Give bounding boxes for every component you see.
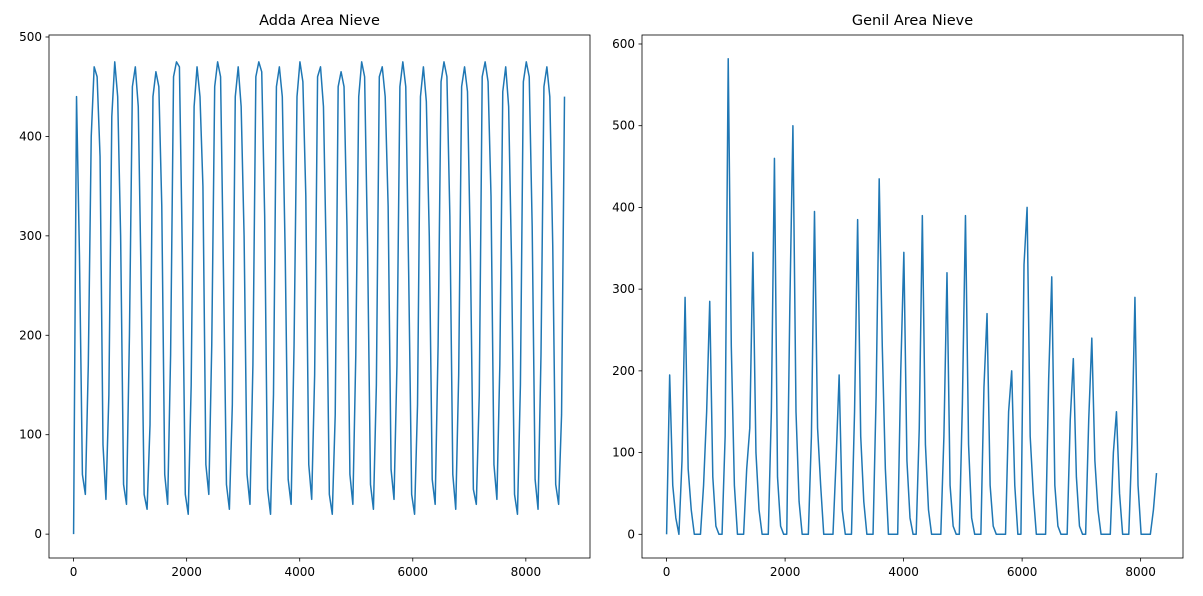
data-line (665, 57, 1158, 536)
y-tick-label: 300 (19, 229, 42, 243)
x-tick-label: 2000 (171, 565, 202, 579)
y-tick-label: 600 (612, 37, 635, 51)
x-tick-label: 6000 (1007, 565, 1038, 579)
y-tick-label: 400 (612, 200, 635, 214)
x-tick-label: 6000 (398, 565, 429, 579)
y-tick-label: 500 (19, 30, 42, 44)
x-tick-label: 0 (663, 565, 671, 579)
y-tick-label: 0 (627, 527, 635, 541)
axes-frame (641, 34, 1184, 559)
y-tick-label: 100 (19, 428, 42, 442)
axes-frame (48, 34, 591, 559)
y-tick-label: 0 (34, 527, 42, 541)
x-tick-label: 0 (70, 565, 78, 579)
y-tick-label: 100 (612, 446, 635, 460)
x-tick-label: 8000 (1125, 565, 1156, 579)
chart-title: Adda Area Nieve (259, 13, 380, 29)
x-tick-label: 2000 (770, 565, 801, 579)
y-tick-label: 500 (612, 119, 635, 133)
x-tick-label: 4000 (284, 565, 315, 579)
y-tick-label: 300 (612, 282, 635, 296)
y-tick-label: 200 (612, 364, 635, 378)
x-tick-label: 4000 (888, 565, 919, 579)
data-line (72, 61, 566, 535)
y-tick-label: 200 (19, 328, 42, 342)
chart-title: Genil Area Nieve (852, 13, 973, 29)
x-tick-label: 8000 (511, 565, 542, 579)
y-tick-label: 400 (19, 129, 42, 143)
